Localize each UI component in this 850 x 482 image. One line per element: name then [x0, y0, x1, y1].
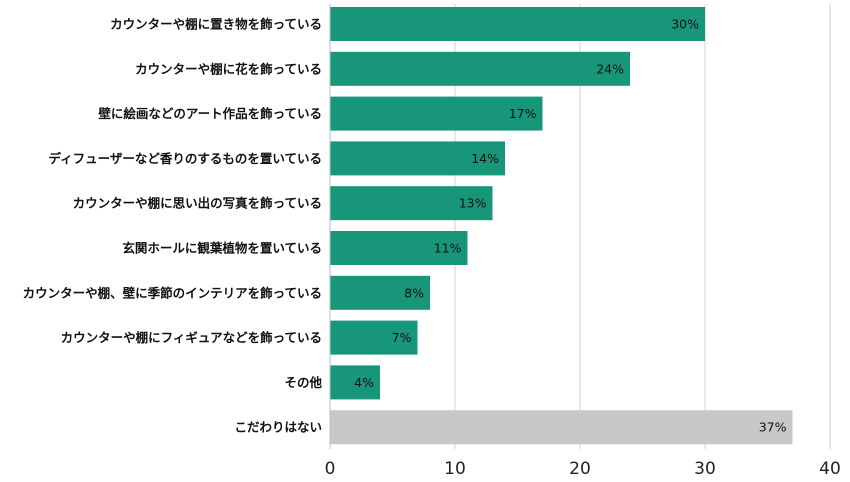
data-label: 37% [759, 420, 787, 435]
category-label: 玄関ホールに観葉植物を置いている [122, 241, 322, 256]
category-label: 壁に絵画などのアート作品を飾っている [98, 106, 322, 121]
bar [330, 7, 705, 41]
data-label: 17% [509, 106, 537, 121]
bar [330, 96, 543, 131]
bars [330, 7, 793, 445]
value-labels: 30% 24% 17% 14% 13% 11% 8% 7% 4% 37% [354, 17, 786, 435]
x-tick-label: 40 [819, 459, 841, 478]
bar [330, 410, 793, 445]
data-label: 14% [471, 151, 499, 166]
category-label: カウンターや棚に思い出の写真を飾っている [73, 196, 322, 211]
bar [330, 275, 430, 310]
x-tick-label: 20 [569, 459, 591, 478]
x-tick-label: 10 [444, 459, 466, 478]
data-label: 11% [434, 241, 462, 256]
data-label: 24% [596, 61, 624, 76]
category-label: カウンターや棚に花を飾っている [135, 61, 322, 76]
data-label: 30% [671, 17, 699, 32]
category-label: カウンターや棚にフィギュアなどを飾っている [61, 330, 322, 345]
data-label: 4% [354, 375, 374, 390]
bar [330, 186, 493, 221]
bar [330, 320, 418, 355]
category-label: こだわりはない [234, 420, 322, 435]
category-label: カウンターや棚、壁に季節のインテリアを飾っている [23, 285, 322, 300]
category-label: ディフューザーなど香りのするものを置いている [48, 151, 322, 166]
x-tick-label: 30 [694, 459, 716, 478]
bar [330, 231, 468, 265]
category-labels: カウンターや棚に置き物を飾っているカウンターや棚に花を飾っている壁に絵画などのア… [23, 17, 323, 435]
category-label: カウンターや棚に置き物を飾っている [110, 17, 322, 32]
x-axis: 0 10 20 30 40 [325, 4, 841, 479]
category-label: その他 [284, 375, 322, 390]
data-label: 7% [392, 330, 412, 345]
bar [330, 365, 380, 400]
x-tick-label: 0 [325, 459, 336, 478]
data-label: 13% [459, 196, 487, 211]
data-label: 8% [404, 285, 424, 300]
bar [330, 51, 630, 86]
bar [330, 141, 505, 176]
